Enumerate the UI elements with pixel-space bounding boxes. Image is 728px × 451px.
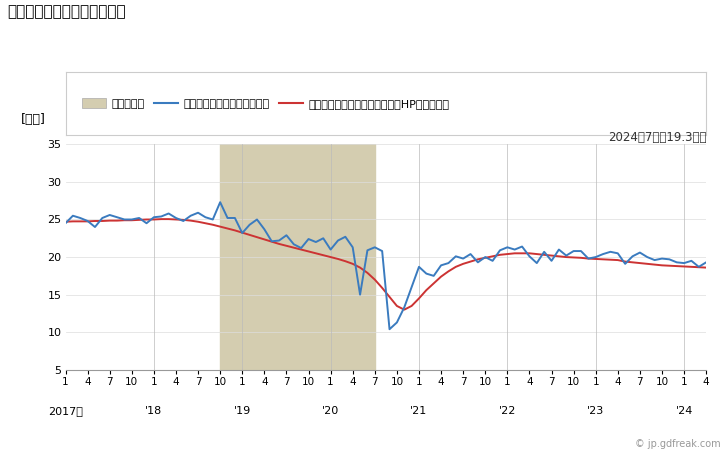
- Text: © jp.gdfreak.com: © jp.gdfreak.com: [635, 439, 721, 449]
- Legend: 景気後退期, 一般労働者の所定外労働時間, 一般労働者の所定外労働時間（HPフィルタ）: 景気後退期, 一般労働者の所定外労働時間, 一般労働者の所定外労働時間（HPフィ…: [77, 94, 454, 114]
- Text: '22: '22: [499, 406, 516, 416]
- Text: '18: '18: [146, 406, 162, 416]
- Text: 2024年7月：19.3時間: 2024年7月：19.3時間: [608, 131, 706, 144]
- Text: 2017年: 2017年: [48, 406, 83, 416]
- Bar: [220, 144, 375, 370]
- Text: '19: '19: [234, 406, 251, 416]
- Text: '24: '24: [676, 406, 693, 416]
- Text: 一般労働者の所定外労働時間: 一般労働者の所定外労働時間: [7, 5, 126, 19]
- Text: '21: '21: [411, 406, 427, 416]
- Text: '23: '23: [587, 406, 604, 416]
- Text: [時間]: [時間]: [20, 113, 46, 126]
- Text: '20: '20: [322, 406, 339, 416]
